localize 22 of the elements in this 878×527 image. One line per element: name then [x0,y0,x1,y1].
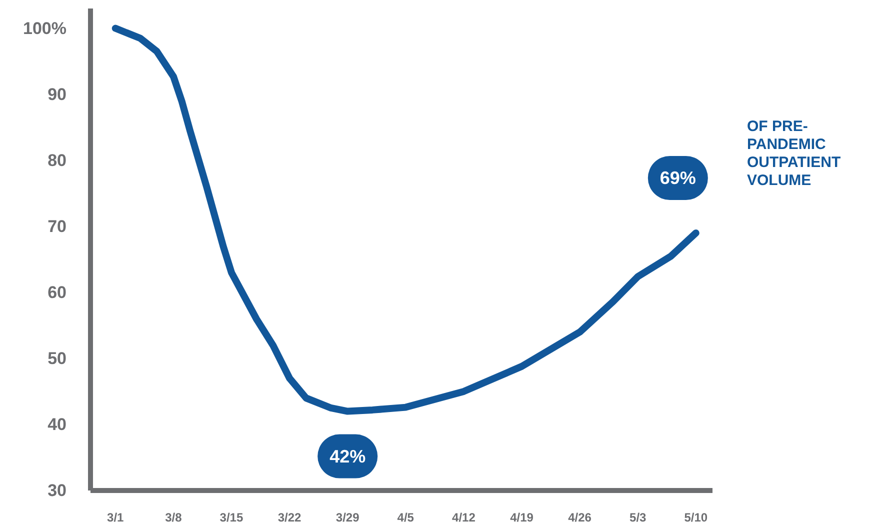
x-tick-label: 5/10 [684,510,708,524]
text: OF PRE- PANDEMIC OUTPATIENT VOLUME [747,118,841,190]
x-tick-label: 3/1 [107,510,124,524]
x-tick-label: 3/8 [165,510,182,524]
annotation: 42% [330,446,366,466]
y-tick-label: 70 [48,216,67,236]
y-tick-label: 60 [48,282,67,302]
x-tick-label: 4/26 [568,510,592,524]
y-tick-label: 30 [48,481,67,500]
y-tick-label: 90 [48,84,67,104]
x-tick-label: 4/5 [397,510,414,524]
y-tick-label: 50 [48,348,67,368]
x-tick-label: 5/3 [630,510,647,524]
annotation: 69% [660,168,696,188]
y-tick-label: 80 [48,150,67,170]
x-tick-label: 3/15 [220,510,244,524]
x-tick-label: 3/22 [278,510,302,524]
x-tick-label: 4/12 [452,510,476,524]
x-tick-label: 4/19 [510,510,534,524]
y-tick-label: 100% [23,18,67,38]
y-tick-label: 40 [48,414,67,434]
x-tick-label: 3/29 [336,510,360,524]
